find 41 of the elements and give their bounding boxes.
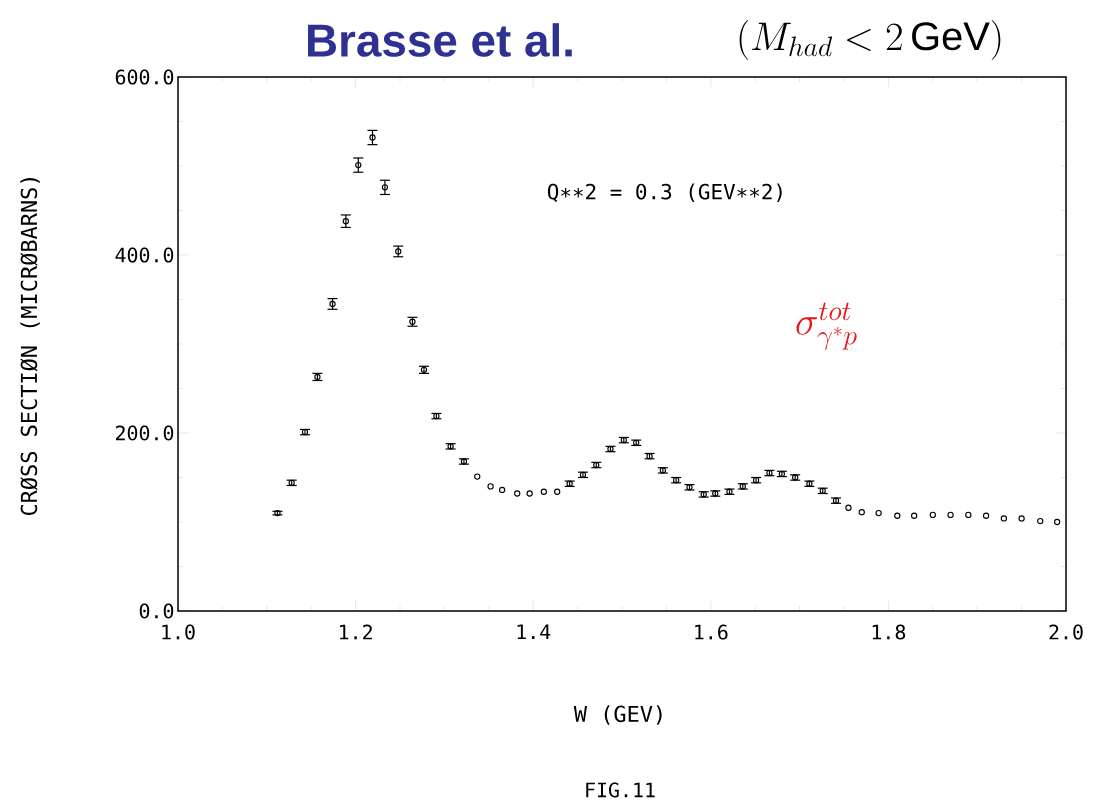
x-tick-label: 2.0 bbox=[1049, 624, 1083, 640]
point bbox=[911, 512, 918, 519]
x-tick-label: 1.6 bbox=[695, 624, 728, 640]
point bbox=[487, 483, 494, 490]
point bbox=[1053, 518, 1061, 526]
x-axis-title: W (GEV) bbox=[573, 705, 662, 725]
point bbox=[369, 134, 376, 141]
point bbox=[1000, 515, 1007, 522]
y-tick-label: 400.0 bbox=[115, 247, 174, 263]
point bbox=[498, 486, 506, 494]
annotation: $\sigma^{tot}_{\gamma^* p}$ bbox=[796, 302, 857, 351]
point bbox=[1018, 515, 1025, 522]
point bbox=[982, 512, 990, 519]
annotation: Q∗∗2 = 0.3 (GEV∗∗2) bbox=[547, 183, 782, 203]
point bbox=[858, 509, 865, 516]
y-tick-label: 200.0 bbox=[115, 425, 174, 441]
x-tick-label: 1.2 bbox=[340, 624, 372, 640]
point bbox=[947, 511, 954, 519]
point bbox=[1037, 517, 1044, 525]
point bbox=[514, 490, 521, 497]
x-tick-label: 1.4 bbox=[517, 624, 551, 640]
point bbox=[355, 161, 362, 169]
point bbox=[845, 504, 852, 511]
chart-title: Brasse et al. bbox=[308, 23, 572, 57]
x-tick-label: 1.8 bbox=[872, 624, 906, 640]
x-tick-label: 1.0 bbox=[162, 624, 195, 640]
point bbox=[474, 473, 481, 480]
point bbox=[381, 184, 389, 191]
point bbox=[526, 490, 533, 497]
chart-subtitle: $(M_{had}<2\,\mathrm{GeV})$ bbox=[739, 20, 1001, 60]
y-tick-label: 600.0 bbox=[115, 69, 174, 85]
point bbox=[342, 218, 349, 225]
point bbox=[875, 509, 882, 517]
point bbox=[929, 511, 936, 519]
y-axis-title: CRØSS SECTIØN (MICRØBARNS) bbox=[20, 178, 40, 516]
point bbox=[894, 512, 901, 519]
y-tick-label: 0.0 bbox=[139, 603, 174, 619]
caption: FIG.11 bbox=[586, 782, 655, 798]
point bbox=[554, 488, 561, 495]
point bbox=[965, 511, 972, 519]
point bbox=[540, 488, 548, 495]
